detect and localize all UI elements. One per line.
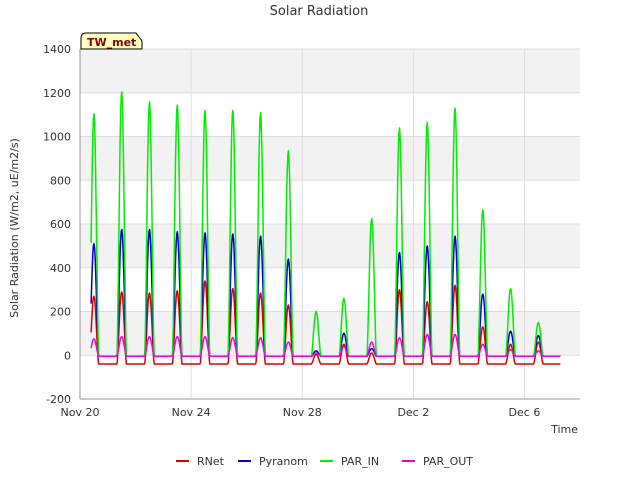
plot-band (80, 180, 580, 224)
series-line-rnet (90, 280, 561, 365)
x-tick-label: Nov 24 (172, 406, 211, 419)
legend-label-rnet: RNet (197, 455, 225, 468)
y-tick-label: 200 (50, 306, 71, 319)
site-label-box: TW_met (80, 32, 143, 50)
y-tick-label: 800 (50, 174, 71, 187)
y-axis-label: Solar Radiation (W/m2, uE/m2/s) (8, 138, 21, 318)
legend: RNet Pyranom PAR_IN PAR_OUT (176, 455, 473, 468)
x-tick-label: Dec 2 (397, 406, 429, 419)
y-tick-label: 1000 (43, 131, 71, 144)
plot-band (80, 311, 580, 356)
plot-band (80, 136, 580, 181)
y-tick-label: 0 (64, 349, 71, 362)
x-tick-label: Dec 6 (509, 406, 541, 419)
plot-background (80, 49, 580, 399)
plot-band (80, 49, 580, 93)
legend-label-pyranom: Pyranom (259, 455, 308, 468)
y-tick-label: 1400 (43, 43, 71, 56)
y-tick-label: 600 (50, 218, 71, 231)
plot-band (80, 267, 580, 312)
x-tick-label: Nov 20 (61, 406, 100, 419)
legend-label-par-out: PAR_OUT (423, 455, 473, 468)
axes: -200 0 200 400 600 800 1000 1200 1400 Nov 20 Nov 2… (43, 43, 580, 419)
y-tick-label: -200 (46, 393, 71, 406)
plot-band (80, 224, 580, 268)
site-label: TW_met (87, 36, 136, 49)
series-layer (90, 91, 561, 365)
chart-title: Solar Radiation (270, 4, 369, 19)
x-tick-label: Nov 28 (283, 406, 322, 419)
legend-label-par-in: PAR_IN (341, 455, 379, 468)
y-tick-label: 400 (50, 262, 71, 275)
x-axis-label: Time (550, 423, 578, 436)
series-line-par-out (90, 333, 561, 358)
y-tick-label: 1200 (43, 87, 71, 100)
plot-band (80, 355, 580, 399)
plot-band (80, 92, 580, 137)
